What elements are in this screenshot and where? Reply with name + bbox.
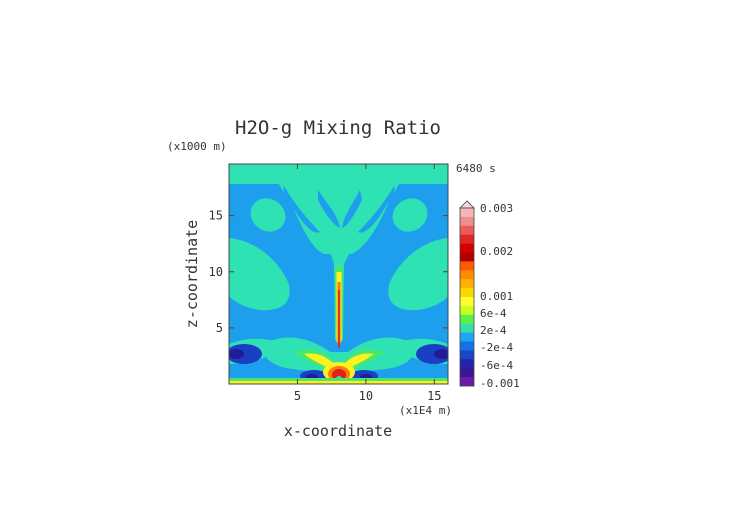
colorbar-label: 0.002 (480, 245, 513, 258)
plot-frame (228, 163, 449, 385)
colorbar-swatch (460, 261, 474, 271)
colorbar-swatch (460, 270, 474, 280)
colorbar-swatch (460, 377, 474, 387)
x-tick-label: 15 (427, 389, 441, 403)
field-region-darkblue-left (229, 344, 262, 364)
field-region-teal-right-upper (392, 198, 428, 232)
chart-title: H2O-g Mixing Ratio (235, 117, 441, 139)
colorbar-swatch (460, 332, 474, 342)
colorbar-swatch (460, 305, 474, 316)
colorbar-swatch (460, 252, 474, 262)
colorbar-swatch (460, 359, 474, 369)
x-tick-label: 10 (359, 389, 373, 403)
field-region-column-red (338, 290, 340, 348)
field-region-navy-left (229, 349, 244, 359)
field-region-teal-left-upper (250, 198, 286, 232)
x-tick-label: 5 (294, 389, 301, 403)
colorbar-swatch (460, 350, 474, 360)
colorbar-top-triangle (459, 200, 475, 209)
colorbar-swatch (460, 288, 474, 298)
colorbar-swatch (460, 225, 474, 235)
field-region-bottom-yellow (229, 381, 448, 384)
colorbar-label: 2e-4 (480, 324, 507, 337)
colorbar-swatch (460, 243, 474, 253)
colorbar-swatch (460, 368, 474, 378)
colorbar-swatch (460, 208, 474, 218)
colorbar-label: -2e-4 (480, 341, 513, 354)
colorbar-label: -0.001 (480, 377, 520, 390)
colorbar-swatch (460, 234, 474, 244)
colorbar-swatch (460, 323, 474, 333)
field-region-blue-branch-right (342, 190, 362, 228)
y-axis-ticks: 5 10 15 (209, 209, 448, 335)
field-region-bottom-green (229, 378, 448, 381)
time-label: 6480 s (456, 162, 496, 175)
colorbar: 0.003 0.002 0.001 6e-4 2e-4 -2e-4 -6e-4 -0.001 (459, 200, 520, 390)
x-unit-label: (x1E4 m) (399, 404, 452, 417)
field-region-teal-right-band (388, 238, 448, 311)
colorbar-swatch (460, 341, 474, 351)
x-axis-ticks: 5 10 15 (294, 164, 442, 403)
field-region-green-right-arm (344, 349, 384, 372)
field-region-green-left-arm (294, 349, 334, 372)
y-unit-label: (x1000 m) (167, 140, 227, 153)
field-region-darkblue-right (416, 344, 448, 364)
colorbar-swatch (460, 297, 474, 307)
colorbar-swatch (460, 216, 474, 227)
field-region-teal-left-band (229, 238, 290, 311)
plot-area (229, 164, 448, 384)
colorbar-label: 0.003 (480, 202, 513, 215)
x-axis-label: x-coordinate (284, 422, 392, 440)
y-axis-label: z-coordinate (183, 220, 201, 328)
field-region-teal-branch-left (296, 164, 338, 236)
colorbar-label: 0.001 (480, 290, 513, 303)
field-region-lower-teal (263, 337, 415, 374)
colorbar-swatch (460, 314, 474, 324)
y-tick-label: 15 (209, 209, 223, 223)
y-tick-label: 10 (209, 265, 223, 279)
colorbar-label: 6e-4 (480, 307, 507, 320)
y-tick-label: 5 (216, 321, 223, 335)
colorbar-swatch (460, 279, 474, 289)
field-region-navy-right (434, 349, 448, 359)
colorbar-label: -6e-4 (480, 359, 513, 372)
colorbar-frame (459, 207, 475, 387)
field-region-blue-branch-left (318, 190, 340, 228)
